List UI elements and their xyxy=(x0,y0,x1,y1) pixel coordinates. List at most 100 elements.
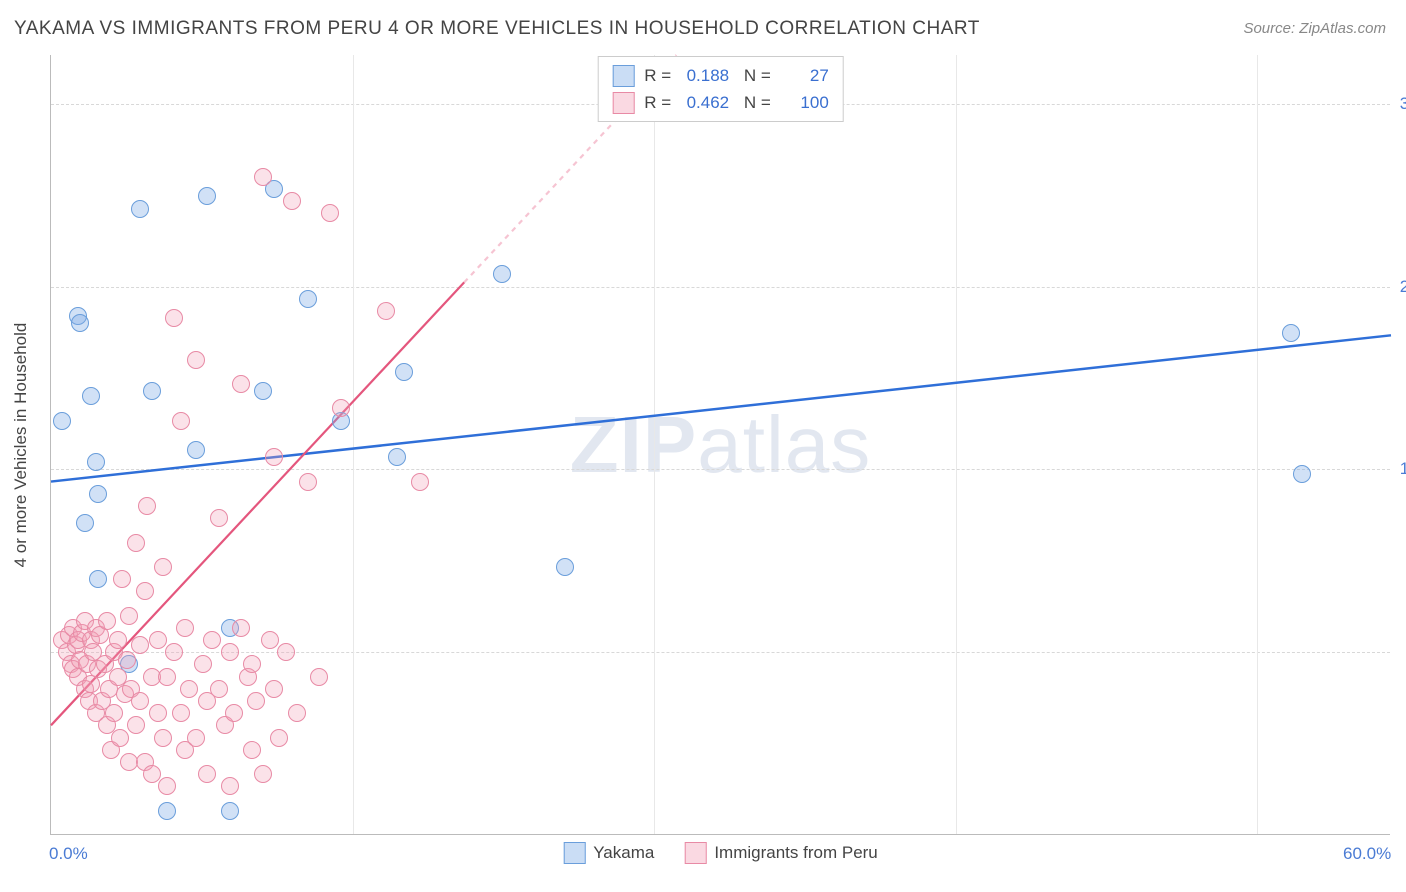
data-point xyxy=(395,363,413,381)
y-tick: 22.5% xyxy=(1398,277,1406,297)
legend-label: Immigrants from Peru xyxy=(714,843,877,863)
data-point xyxy=(254,168,272,186)
trend-lines xyxy=(51,55,1390,834)
data-point xyxy=(321,204,339,222)
data-point xyxy=(288,704,306,722)
data-point xyxy=(299,473,317,491)
stat-label-r: R = xyxy=(644,89,671,116)
data-point xyxy=(265,448,283,466)
data-point xyxy=(1282,324,1300,342)
data-point xyxy=(187,351,205,369)
data-point xyxy=(172,412,190,430)
swatch-blue-icon xyxy=(563,842,585,864)
data-point xyxy=(165,309,183,327)
data-point xyxy=(131,636,149,654)
y-tick: 7.5% xyxy=(1398,642,1406,662)
data-point xyxy=(261,631,279,649)
data-point xyxy=(187,441,205,459)
data-point xyxy=(158,668,176,686)
data-point xyxy=(332,399,350,417)
y-axis-label: 4 or more Vehicles in Household xyxy=(11,322,31,567)
data-point xyxy=(89,485,107,503)
chart-area: 4 or more Vehicles in Household ZIPatlas… xyxy=(50,55,1390,835)
swatch-pink-icon xyxy=(684,842,706,864)
y-tick: 30.0% xyxy=(1398,94,1406,114)
data-point xyxy=(143,382,161,400)
data-point xyxy=(118,651,136,669)
data-point xyxy=(210,680,228,698)
data-point xyxy=(243,655,261,673)
data-point xyxy=(158,802,176,820)
data-point xyxy=(149,704,167,722)
data-point xyxy=(377,302,395,320)
data-point xyxy=(299,290,317,308)
stat-label-r: R = xyxy=(644,62,671,89)
data-point xyxy=(136,582,154,600)
data-point xyxy=(172,704,190,722)
data-point xyxy=(98,612,116,630)
data-point xyxy=(194,655,212,673)
bottom-legend: Yakama Immigrants from Peru xyxy=(563,842,878,864)
data-point xyxy=(154,558,172,576)
data-point xyxy=(254,765,272,783)
x-tick: 0.0% xyxy=(49,844,88,864)
data-point xyxy=(493,265,511,283)
stats-row-peru: R = 0.462 N = 100 xyxy=(612,89,829,116)
data-point xyxy=(221,643,239,661)
data-point xyxy=(127,716,145,734)
data-point xyxy=(87,453,105,471)
stats-legend-box: R = 0.188 N = 27 R = 0.462 N = 100 xyxy=(597,56,844,122)
data-point xyxy=(198,187,216,205)
data-point xyxy=(109,631,127,649)
data-point xyxy=(113,570,131,588)
data-point xyxy=(270,729,288,747)
legend-label: Yakama xyxy=(593,843,654,863)
data-point xyxy=(120,607,138,625)
data-point xyxy=(165,643,183,661)
data-point xyxy=(131,692,149,710)
y-tick: 15.0% xyxy=(1398,459,1406,479)
data-point xyxy=(154,729,172,747)
stat-label-n: N = xyxy=(739,89,771,116)
data-point xyxy=(71,314,89,332)
data-point xyxy=(277,643,295,661)
data-point xyxy=(1293,465,1311,483)
data-point xyxy=(265,680,283,698)
data-point xyxy=(131,200,149,218)
stats-row-yakama: R = 0.188 N = 27 xyxy=(612,62,829,89)
data-point xyxy=(232,375,250,393)
data-point xyxy=(76,514,94,532)
source-credit: Source: ZipAtlas.com xyxy=(1243,20,1386,37)
data-point xyxy=(203,631,221,649)
data-point xyxy=(187,729,205,747)
data-point xyxy=(210,509,228,527)
data-point xyxy=(283,192,301,210)
data-point xyxy=(221,777,239,795)
data-point xyxy=(243,741,261,759)
data-point xyxy=(310,668,328,686)
data-point xyxy=(388,448,406,466)
data-point xyxy=(138,497,156,515)
swatch-pink-icon xyxy=(612,92,634,114)
stat-n-peru: 100 xyxy=(781,89,829,116)
legend-item-yakama: Yakama xyxy=(563,842,654,864)
data-point xyxy=(225,704,243,722)
data-point xyxy=(53,412,71,430)
data-point xyxy=(411,473,429,491)
chart-title: YAKAMA VS IMMIGRANTS FROM PERU 4 OR MORE… xyxy=(14,18,980,40)
data-point xyxy=(221,802,239,820)
stat-r-peru: 0.462 xyxy=(681,89,729,116)
data-point xyxy=(111,729,129,747)
stat-n-yakama: 27 xyxy=(781,62,829,89)
data-point xyxy=(176,619,194,637)
x-tick: 60.0% xyxy=(1343,844,1391,864)
stat-label-n: N = xyxy=(739,62,771,89)
legend-item-peru: Immigrants from Peru xyxy=(684,842,877,864)
data-point xyxy=(105,704,123,722)
data-point xyxy=(127,534,145,552)
data-point xyxy=(232,619,250,637)
data-point xyxy=(82,387,100,405)
data-point xyxy=(247,692,265,710)
data-point xyxy=(198,765,216,783)
data-point xyxy=(149,631,167,649)
